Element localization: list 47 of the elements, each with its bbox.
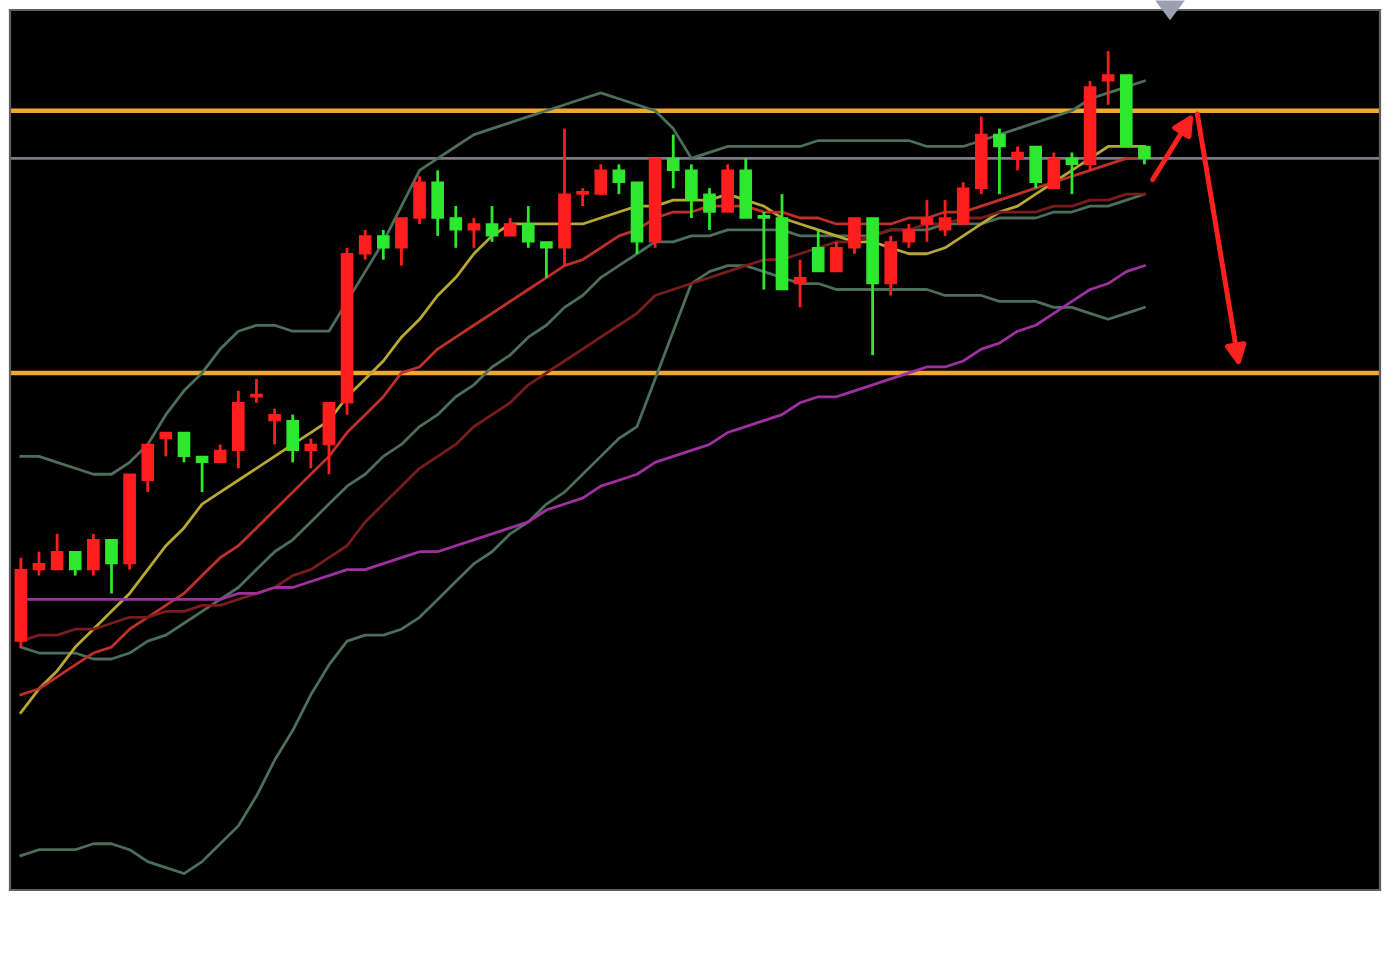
candlestick: [920, 198, 934, 244]
candlestick: [87, 532, 100, 577]
candlestick: [612, 162, 626, 196]
candlestick: [195, 454, 209, 494]
candlestick: [413, 174, 426, 226]
candlestick: [50, 532, 64, 571]
candlestick: [848, 216, 861, 256]
candlestick: [703, 186, 716, 232]
candlestick: [32, 550, 46, 577]
candlestick: [376, 228, 390, 262]
candlestick: [1065, 151, 1079, 196]
candlestick: [938, 198, 952, 238]
candlestick: [467, 216, 481, 250]
candlestick: [358, 228, 372, 262]
candlestick: [721, 162, 734, 214]
candlestick: [830, 240, 843, 274]
candlestick: [177, 431, 191, 464]
candlestick: [322, 401, 336, 476]
candlestick: [1101, 49, 1115, 107]
candlestick: [739, 157, 753, 220]
candlestick: [1047, 151, 1061, 190]
candlestick: [159, 431, 173, 458]
candlestick: [793, 258, 807, 309]
candlestick: [757, 210, 771, 291]
candlestick: [666, 133, 680, 190]
candlestick: [521, 204, 535, 250]
candlestick: [268, 407, 281, 446]
candlestick: [685, 162, 698, 220]
candlestick: [232, 389, 245, 470]
candlestick: [1011, 145, 1024, 172]
candlestick: [68, 550, 82, 577]
candlestick: [141, 443, 155, 494]
candlestick: [105, 538, 118, 595]
candlestick: [884, 234, 898, 297]
candlestick: [540, 240, 553, 279]
candlestick: [485, 204, 499, 244]
candlestick: [811, 228, 825, 274]
candlestick: [1029, 145, 1043, 190]
candlestick: [902, 222, 916, 250]
candlestick: [395, 216, 408, 268]
candlestick: [304, 437, 318, 470]
candlestick: [993, 127, 1006, 196]
candlestick: [286, 413, 300, 464]
candlestick: [956, 180, 970, 226]
candlestick: [449, 204, 463, 250]
candlestick: [431, 168, 444, 238]
candlestick: [594, 162, 608, 196]
